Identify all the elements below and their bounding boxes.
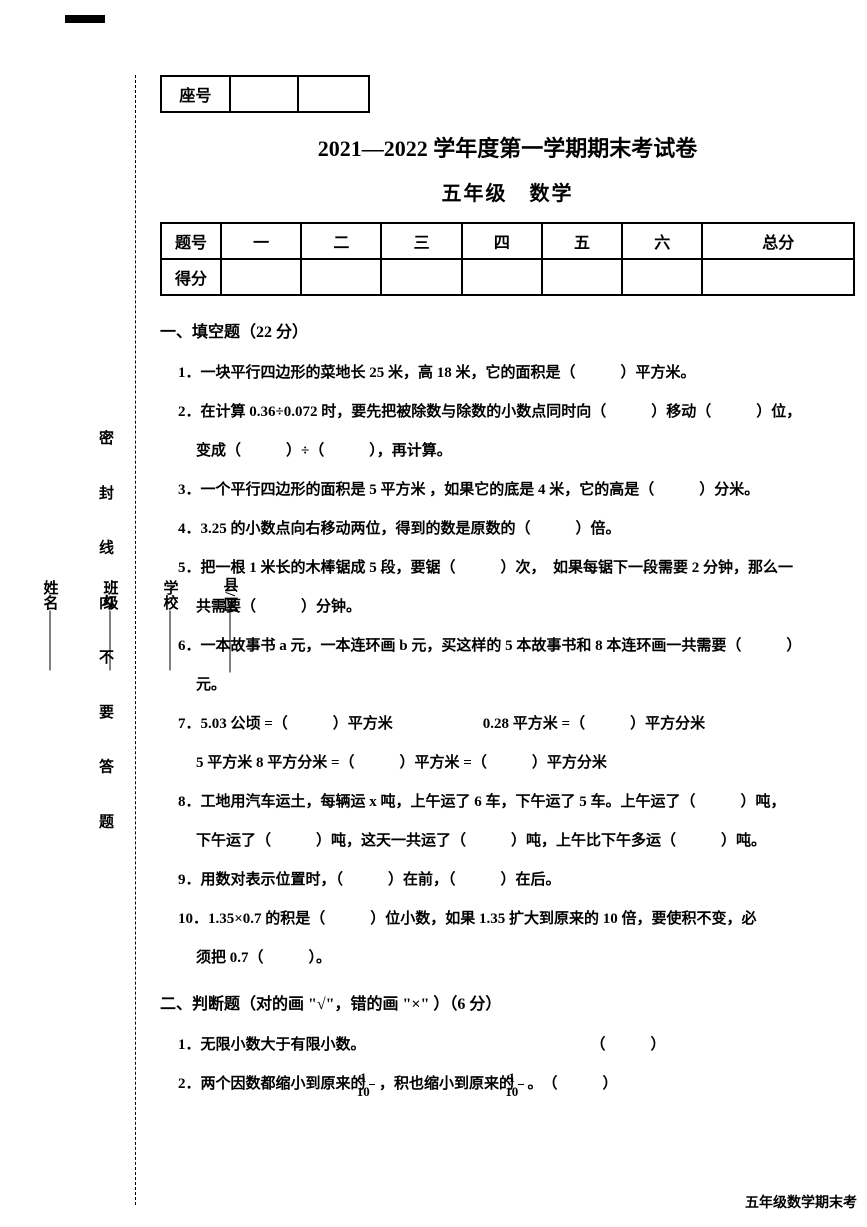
q8-cont: 下午运了（ ）吨，这天一共运了（ ）吨，上午比下午多运（ ）吨。: [160, 822, 855, 861]
th-label: 题号: [161, 223, 221, 259]
td-6[interactable]: [622, 259, 702, 295]
fill-line: [50, 610, 51, 670]
q5-cont: 共需要（ ）分钟。: [160, 588, 855, 627]
content-area: 座号 2021—2022 学年度第一学期期末考试卷 五年级 数学 题号 一 二 …: [160, 75, 855, 1104]
td-3[interactable]: [381, 259, 461, 295]
q1: 1．一块平行四边形的菜地长 25 米，高 18 米，它的面积是（ ）平方米。: [178, 354, 855, 393]
q2: 2．在计算 0.36÷0.072 时，要先把被除数与除数的小数点同时向（ ）移动…: [178, 393, 855, 432]
th-2: 二: [301, 223, 381, 259]
frac-num: 1: [369, 1071, 375, 1085]
th-total: 总分: [702, 223, 854, 259]
td-label: 得分: [161, 259, 221, 295]
th-6: 六: [622, 223, 702, 259]
q3: 3．一个平行四边形的面积是 5 平方米 ，如果它的底是 4 米，它的高是（ ）分…: [178, 471, 855, 510]
q4: 4．3.25 的小数点向右移动两位，得到的数是原数的（ ）倍。: [178, 510, 855, 549]
s2-q2-prefix: 2．两个因数都缩小到原来的: [178, 1076, 366, 1092]
seat-cell-2[interactable]: [299, 77, 368, 111]
page-subtitle: 五年级 数学: [160, 177, 855, 206]
s2-q2-mid: ，积也缩小到原来的: [379, 1076, 514, 1092]
frac-den: 10: [518, 1085, 524, 1098]
score-table: 题号 一 二 三 四 五 六 总分 得分: [160, 222, 855, 296]
q10-cont: 须把 0.7（ ）。: [160, 939, 855, 978]
q9: 9．用数对表示位置时，（ ）在前，（ ）在后。: [178, 861, 855, 900]
td-5[interactable]: [542, 259, 622, 295]
th-4: 四: [462, 223, 542, 259]
th-3: 三: [381, 223, 461, 259]
fraction-1: 1 10: [369, 1071, 375, 1098]
q10: 10．1.35×0.7 的积是（ ）位小数，如果 1.35 扩大到原来的 10 …: [178, 900, 855, 939]
s2-q2-suffix: 。 （ ）: [528, 1076, 618, 1092]
fraction-2: 1 10: [518, 1071, 524, 1098]
seat-label: 座号: [162, 77, 231, 111]
q2-cont: 变成（ ）÷（ ），再计算。: [160, 432, 855, 471]
s2-q2: 2．两个因数都缩小到原来的 1 10 ，积也缩小到原来的 1 10 。 （ ）: [178, 1065, 855, 1104]
th-1: 一: [221, 223, 301, 259]
td-2[interactable]: [301, 259, 381, 295]
page-title: 2021—2022 学年度第一学期期末考试卷: [160, 131, 855, 163]
sidebar-label-room: 考场: [0, 580, 20, 671]
top-mark: [65, 15, 105, 23]
frac-num: 1: [518, 1071, 524, 1085]
binding-text: 密 封 线 内 不 要 答 题: [95, 430, 116, 846]
label-text: 姓名: [40, 580, 61, 610]
page-footer: 五年级数学期末考: [745, 1192, 857, 1212]
label-text: 考场: [0, 580, 1, 610]
td-total[interactable]: [702, 259, 854, 295]
s2-q1: 1．无限小数大于有限小数。 （ ）: [178, 1026, 855, 1065]
td-4[interactable]: [462, 259, 542, 295]
table-header-row: 题号 一 二 三 四 五 六 总分: [161, 223, 854, 259]
q7: 7．5.03 公顷 =（ ）平方米 0.28 平方米 =（ ）平方分米: [178, 705, 855, 744]
seat-cell-1[interactable]: [231, 77, 300, 111]
td-1[interactable]: [221, 259, 301, 295]
sidebar-label-name: 姓名: [20, 580, 80, 671]
frac-den: 10: [369, 1085, 375, 1098]
q7-cont: 5 平方米 8 平方分米 =（ ）平方米 =（ ）平方分米: [160, 744, 855, 783]
q6-cont: 元。: [160, 666, 855, 705]
binding-line: [135, 75, 136, 1205]
th-5: 五: [542, 223, 622, 259]
q8: 8．工地用汽车运土，每辆运 x 吨，上午运了 6 车，下午运了 5 车。上午运了…: [178, 783, 855, 822]
section-1-title: 一、填空题（22 分）: [160, 318, 855, 342]
table-score-row: 得分: [161, 259, 854, 295]
seat-box: 座号: [160, 75, 370, 113]
section-2-title: 二、判断题（对的画 "√"，错的画 "×" ）（6 分）: [160, 990, 855, 1014]
q6: 6．一本故事书 a 元，一本连环画 b 元，买这样的 5 本故事书和 8 本连环…: [178, 627, 855, 666]
q5: 5．把一根 1 米长的木棒锯成 5 段，要锯（ ）次， 如果每锯下一段需要 2 …: [178, 549, 855, 588]
